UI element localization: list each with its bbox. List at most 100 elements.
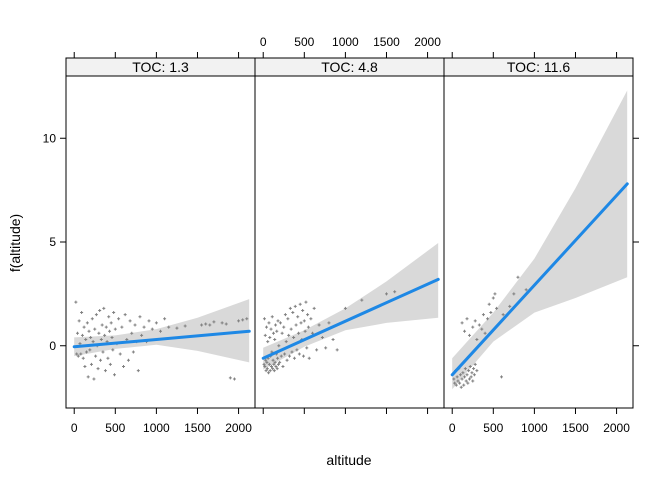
data-point	[78, 342, 82, 346]
x-tick-label: 1500	[562, 421, 589, 435]
data-point	[463, 329, 467, 333]
data-point	[306, 313, 310, 317]
data-point	[297, 352, 301, 356]
data-point	[278, 360, 282, 364]
data-point	[267, 362, 271, 366]
data-point	[88, 348, 92, 352]
data-point	[269, 365, 273, 368]
data-point	[294, 323, 298, 327]
data-point	[524, 288, 528, 292]
data-point	[76, 331, 80, 335]
data-point	[293, 304, 297, 308]
data-point	[458, 373, 462, 377]
data-point	[463, 375, 467, 379]
data-point	[472, 367, 476, 371]
data-point	[467, 369, 471, 373]
data-point	[453, 381, 457, 385]
data-point	[130, 331, 134, 335]
x-tick-label: 2000	[414, 35, 441, 49]
y-tick-label: 0	[49, 339, 56, 353]
data-point	[81, 356, 85, 360]
data-point	[99, 358, 103, 362]
data-point	[481, 313, 485, 317]
data-point	[147, 319, 151, 323]
data-point	[87, 329, 91, 333]
x-axis-title: altitude	[326, 452, 371, 468]
confidence-band	[263, 243, 439, 370]
strip-label: TOC: 11.6	[507, 59, 571, 75]
data-point	[283, 352, 287, 356]
data-point	[461, 371, 465, 375]
data-point	[331, 338, 335, 342]
data-point	[477, 323, 481, 327]
data-point	[122, 365, 126, 368]
data-point	[204, 322, 208, 326]
data-point	[276, 362, 280, 366]
data-point	[237, 319, 241, 323]
data-point	[200, 323, 204, 327]
x-tick-label: 0	[260, 35, 267, 49]
data-point	[271, 367, 275, 371]
data-point	[343, 306, 347, 310]
data-point	[208, 323, 212, 327]
data-point	[136, 369, 140, 373]
confidence-band	[452, 90, 628, 390]
x-tick-label: 1500	[184, 421, 211, 435]
data-point	[452, 377, 456, 381]
data-point	[275, 329, 279, 333]
data-point	[275, 367, 279, 371]
data-point	[463, 367, 467, 371]
data-point	[123, 313, 127, 317]
data-point	[467, 333, 471, 337]
data-point	[265, 360, 269, 364]
data-point	[311, 331, 315, 335]
data-point	[312, 306, 316, 310]
data-point	[470, 371, 474, 375]
data-point	[265, 325, 269, 329]
data-point	[224, 322, 228, 326]
data-point	[109, 321, 113, 325]
data-point	[138, 315, 142, 319]
x-tick-label: 0	[449, 421, 456, 435]
data-point	[302, 319, 306, 323]
data-point	[480, 327, 484, 331]
data-point	[299, 321, 303, 325]
data-point	[267, 321, 271, 325]
data-point	[495, 306, 499, 310]
data-point	[163, 317, 167, 321]
data-point	[500, 375, 504, 379]
data-point	[272, 362, 276, 366]
data-point	[79, 352, 83, 356]
data-point	[508, 304, 512, 308]
data-point	[80, 333, 84, 337]
data-point	[304, 300, 308, 304]
data-point	[131, 350, 135, 354]
data-point	[128, 319, 132, 323]
data-point	[98, 308, 102, 312]
data-point	[284, 340, 288, 344]
data-point	[245, 317, 249, 321]
data-point	[483, 331, 487, 335]
data-point	[301, 308, 305, 312]
data-point	[241, 318, 245, 322]
fit-line	[450, 182, 629, 377]
data-point	[272, 369, 276, 373]
data-point	[277, 344, 281, 348]
data-point	[465, 373, 469, 377]
data-point	[285, 358, 289, 362]
data-point	[154, 321, 158, 325]
data-point	[271, 331, 275, 335]
data-point	[455, 375, 459, 379]
data-point	[140, 333, 144, 337]
data-point	[273, 338, 277, 342]
data-point	[324, 346, 328, 350]
data-point	[516, 275, 520, 279]
data-point	[288, 354, 292, 358]
fit-line	[261, 277, 440, 360]
data-point	[107, 315, 111, 319]
data-point	[267, 371, 271, 375]
data-point	[94, 313, 98, 317]
data-point	[279, 354, 283, 358]
data-point	[469, 375, 473, 379]
data-point	[472, 373, 476, 377]
